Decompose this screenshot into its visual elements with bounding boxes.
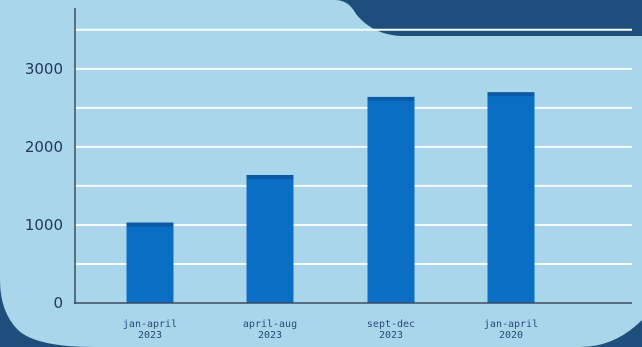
x-tick-label: 2023 <box>138 330 162 341</box>
bar-cap <box>246 174 294 179</box>
y-tick-label: 3000 <box>25 60 63 78</box>
x-tick-labels: jan-april2023april-aug2023sept-dec2023ja… <box>123 319 538 341</box>
bar <box>126 222 174 303</box>
x-tick-label: jan-april <box>484 319 538 330</box>
y-tick-label: 1000 <box>25 216 63 234</box>
bar-cap <box>126 222 174 227</box>
bar <box>487 92 535 303</box>
x-tick-label: 2023 <box>258 330 282 341</box>
x-tick-label: jan-april <box>123 319 177 330</box>
bars <box>126 92 535 303</box>
bar-cap <box>487 92 535 97</box>
y-tick-label: 0 <box>53 294 63 312</box>
y-tick-label: 2000 <box>25 138 63 156</box>
bar-cap <box>367 96 415 101</box>
axes <box>74 8 632 304</box>
bar <box>367 96 415 303</box>
x-tick-label: sept-dec <box>367 319 415 330</box>
x-tick-label: april-aug <box>243 319 297 330</box>
bar <box>246 174 294 303</box>
x-tick-label: 2020 <box>499 330 523 341</box>
y-tick-labels: 0 1000 2000 3000 <box>25 60 63 312</box>
x-tick-label: 2023 <box>379 330 403 341</box>
